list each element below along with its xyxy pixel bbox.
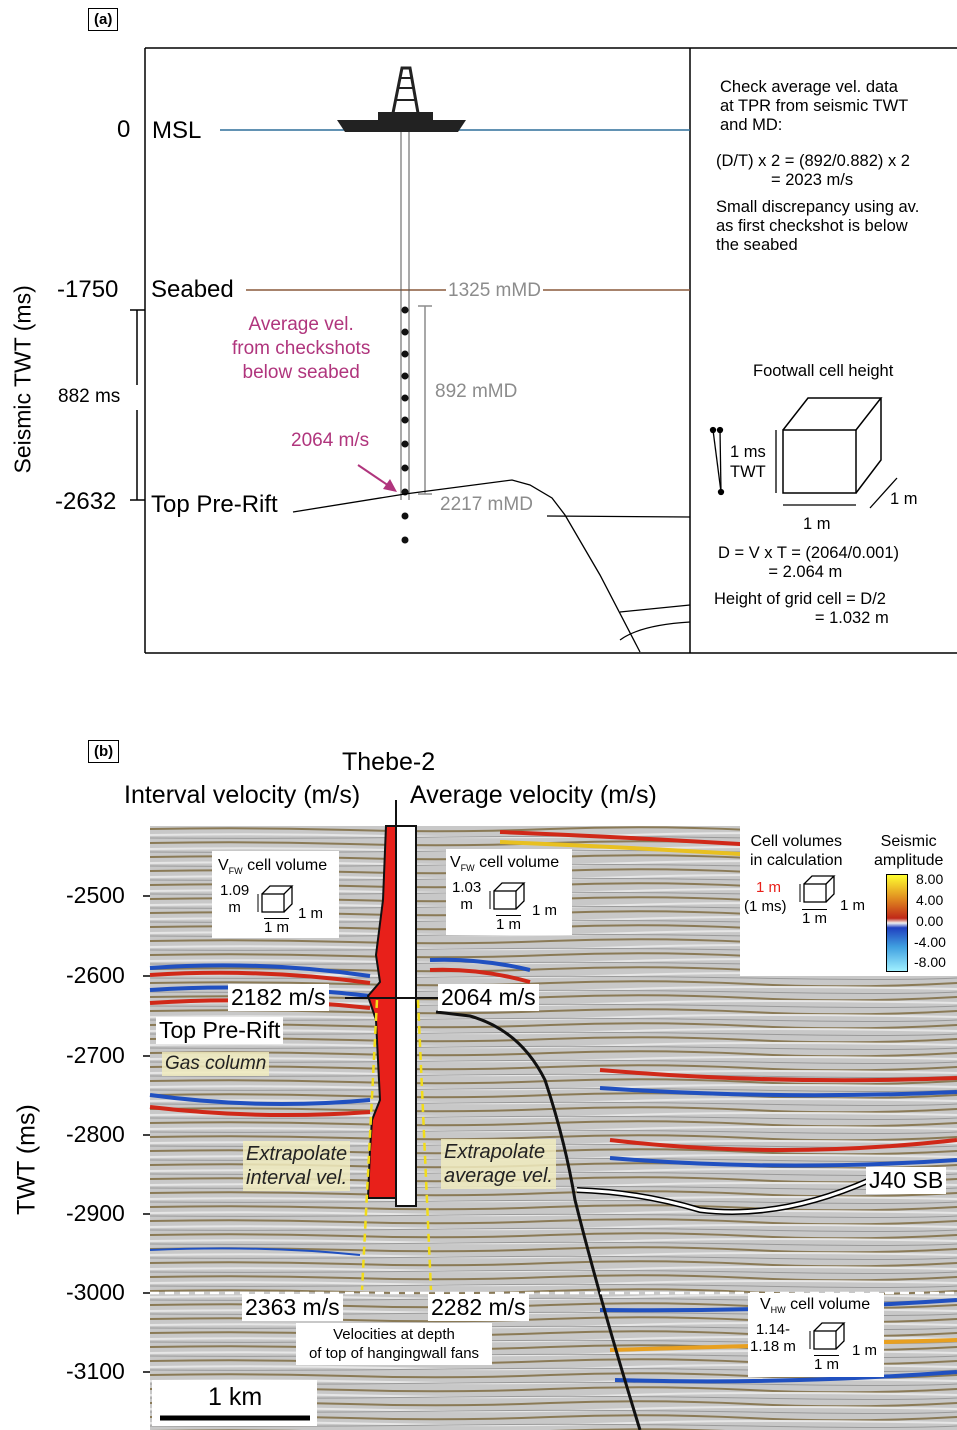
tick-top-pre-rift: -2632	[55, 488, 117, 515]
fault-block-line	[546, 515, 691, 518]
cell-width-label: 1 m	[803, 515, 831, 533]
panel-a-axis-label: Seismic TWT (ms)	[9, 285, 36, 474]
extrapolate-average-label: Extrapolate average vel.	[441, 1139, 556, 1189]
tick-seabed: -1750	[57, 276, 119, 303]
cell-ms: 1 ms	[730, 443, 766, 461]
vfw-side-left: 1 m	[298, 905, 324, 922]
avg-vel-note: Average vel. from checkshots below seabe…	[232, 314, 371, 383]
vhw-cell-box: VHW cell volume 1.14- 1.18 m 1 m 1 m	[748, 1293, 884, 1377]
twt-interval-bracket	[130, 309, 145, 501]
average-velocity-bottom: 2282 m/s	[428, 1294, 529, 1321]
average-velocity-column	[395, 825, 417, 1207]
fans-note-box: Velocities at depth of top of hangingwal…	[296, 1323, 492, 1365]
amp-tick: 8.00	[916, 871, 944, 887]
vfw-title-right: VFW cell volume	[450, 854, 560, 874]
amp-tick: -8.00	[914, 954, 946, 970]
formula-cell-height: Height of grid cell = D/2 = 1.032 m	[714, 590, 889, 627]
top-pre-rift-horizon	[292, 479, 641, 653]
tpr-depth: 2217 mMD	[440, 494, 533, 515]
vfw-side-right: 1 m	[532, 902, 558, 919]
msl-label: MSL	[152, 117, 202, 144]
interval-depth: 892 mMD	[435, 381, 518, 402]
panel-a-tag: (a)	[88, 8, 119, 31]
top-pre-rift-b-label: Top Pre-Rift	[156, 1017, 284, 1044]
cell-volume-side: 1 m	[840, 897, 866, 914]
velocity-arrow	[357, 464, 397, 492]
interval-velocity-top: 2182 m/s	[228, 984, 329, 1011]
formula-depth: D = V x T = (2064/0.001) = 2.064 m	[718, 544, 900, 581]
amplitude-title: Seismic amplitude	[874, 833, 944, 869]
scale-bar-label: 1 km	[208, 1383, 263, 1411]
vfw-height-left: 1.09 m	[220, 882, 250, 916]
hangingwall-lines	[619, 604, 691, 641]
twt-tick-2700: -2700	[66, 1042, 125, 1068]
fans-note: Velocities at depth of top of hangingwal…	[308, 1326, 480, 1362]
twt-tick-3000: -3000	[66, 1279, 125, 1305]
legend-box: Cell volumes in calculation 1 m (1 ms) 1…	[740, 826, 957, 976]
cell-volumes-title: Cell volumes in calculation	[750, 833, 843, 869]
vhw-side: 1 m	[852, 1342, 878, 1359]
drilling-rig-icon	[337, 66, 466, 132]
vfw-title-left: VFW cell volume	[218, 857, 328, 877]
footwall-cell-title: Footwall cell height	[753, 362, 894, 380]
twt-tick-2900: -2900	[66, 1200, 125, 1226]
vfw-height-right: 1.03 m	[452, 879, 482, 913]
panel-b-axis-label: TWT (ms)	[12, 1104, 41, 1215]
cell-depth-label: 1 m	[890, 490, 918, 508]
interval-ms-label: 882 ms	[58, 386, 121, 407]
cell-twt: TWT	[730, 463, 766, 481]
average-velocity-top: 2064 m/s	[438, 984, 539, 1011]
vhw-title: VHW cell volume	[760, 1296, 871, 1316]
check-note-1: Check average vel. data at TPR from seis…	[720, 78, 909, 134]
cell-cube-icon	[809, 1322, 846, 1350]
depth-dim-line	[869, 477, 898, 509]
cell-volume-bottom: 1 m	[802, 909, 828, 927]
twt-needle-icon	[709, 426, 777, 496]
well-bore	[400, 132, 410, 500]
check-note-2: (D/T) x 2 = (892/0.882) x 2 = 2023 m/s	[716, 152, 910, 189]
extrapolate-interval-label: Extrapolate interval vel.	[243, 1141, 351, 1191]
amp-tick: -4.00	[914, 934, 946, 950]
twt-axis-ticks	[143, 895, 150, 1373]
cell-volume-height: 1 m	[756, 879, 782, 896]
tick-0: 0	[117, 116, 131, 143]
well-name: Thebe-2	[342, 748, 436, 776]
j40-sb-label: J40 SB	[866, 1167, 947, 1194]
average-velocity-header: Average velocity (m/s)	[410, 781, 657, 809]
seabed-depth: 1325 mMD	[446, 280, 543, 302]
check-note-3: Small discrepancy using av. as first che…	[716, 198, 920, 254]
extrapolation-dashes	[360, 999, 433, 1291]
main-fault	[435, 1010, 642, 1430]
md-interval-bracket	[418, 305, 432, 495]
panel-a-frame	[144, 47, 957, 654]
amp-tick: 0.00	[916, 913, 944, 929]
cell-cube-icon	[257, 885, 294, 913]
vhw-height: 1.14- 1.18 m	[750, 1321, 796, 1355]
vhw-bottom: 1 m	[814, 1355, 840, 1373]
twt-tick-2500: -2500	[66, 882, 125, 908]
amp-tick: 4.00	[916, 892, 944, 908]
tpr-velocity: 2064 m/s	[291, 430, 370, 451]
vfw-bottom-left: 1 m	[264, 918, 290, 936]
gas-column-label: Gas column	[162, 1052, 270, 1076]
seabed-label: Seabed	[151, 276, 234, 303]
cell-volume-ms: (1 ms)	[744, 898, 787, 915]
panel-b-tag: (b)	[88, 740, 120, 763]
twt-tick-2600: -2600	[66, 962, 125, 988]
top-pre-rift-label: Top Pre-Rift	[151, 491, 278, 518]
vfw-bottom-right: 1 m	[496, 915, 522, 933]
vfw-cell-box-right: VFW cell volume 1.03 m 1 m 1 m	[446, 849, 572, 935]
twt-tick-3100: -3100	[66, 1358, 125, 1384]
twt-tick-2800: -2800	[66, 1121, 125, 1147]
cell-cube-icon	[799, 875, 836, 903]
footwall-cell-cube-icon	[782, 397, 883, 494]
cell-cube-icon	[489, 882, 526, 910]
amplitude-colorbar	[886, 874, 908, 972]
interval-velocity-header: Interval velocity (m/s)	[124, 781, 361, 809]
vfw-cell-box-left: VFW cell volume 1.09 m 1 m 1 m	[212, 851, 339, 938]
checkshot-dots	[401, 306, 409, 544]
interval-velocity-bottom: 2363 m/s	[242, 1294, 343, 1321]
